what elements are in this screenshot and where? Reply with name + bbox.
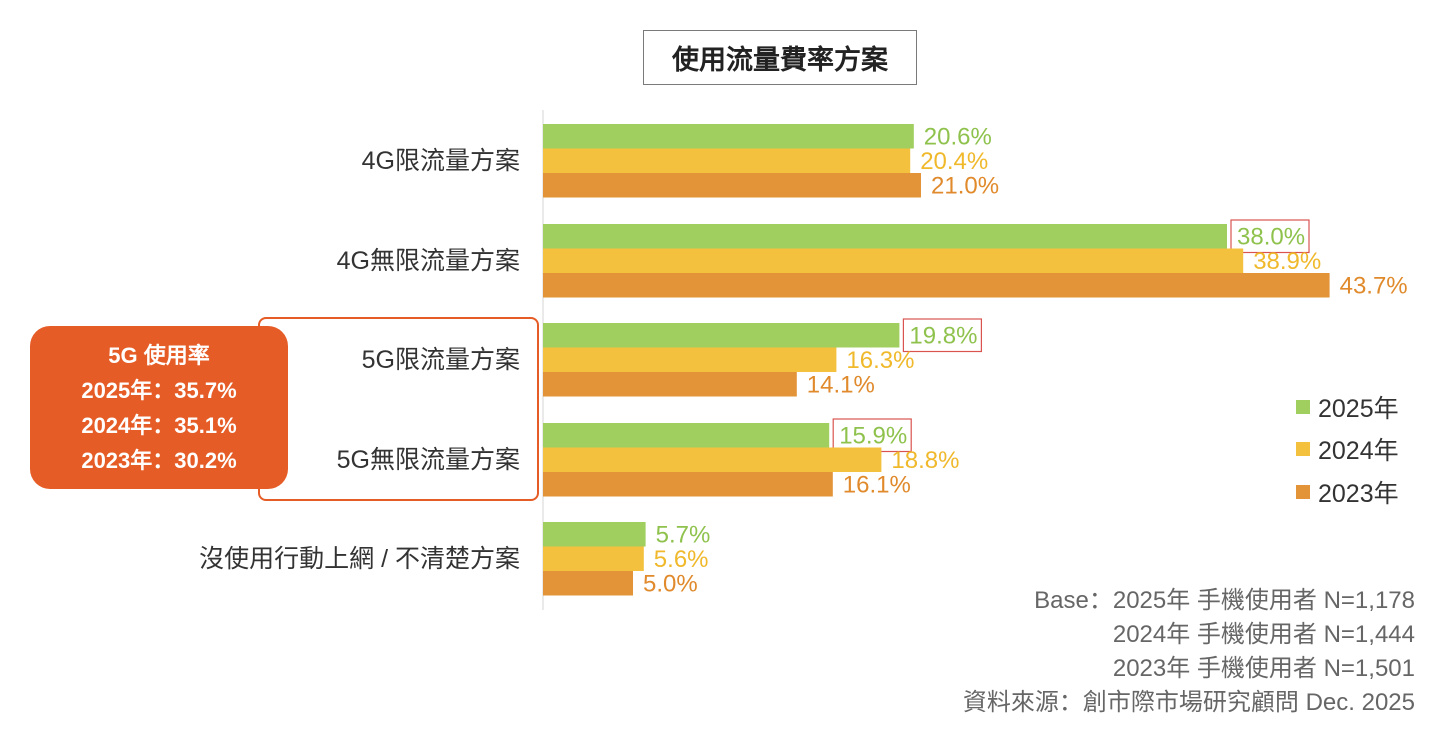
base-note-line: Base：2025年 手機使用者 N=1,178 [1034,587,1415,614]
bar-2024年 [543,148,911,173]
legend-label: 2024年 [1318,437,1399,465]
data-label: 21.0% [931,172,999,199]
callout-heading: 5G 使用率 [108,342,210,368]
data-label: 20.4% [920,148,988,175]
category-label: 4G無限流量方案 [337,247,520,275]
base-note-line: 2024年 手機使用者 N=1,444 [1112,621,1415,648]
legend-swatch [1296,400,1310,414]
legend-swatch [1296,485,1310,499]
bar-2024年 [543,546,644,571]
bar-2025年 [543,124,914,149]
data-label: 43.7% [1340,272,1408,299]
data-label: 14.1% [807,371,875,398]
legend-label: 2023年 [1318,480,1399,508]
bar-2023年 [543,273,1330,298]
category-label: 5G限流量方案 [362,346,520,374]
bar-2024年 [543,347,837,372]
callout-line-2025: 2025年：35.7% [81,377,237,403]
bar-2024年 [543,248,1244,273]
bar-2023年 [543,173,921,198]
bar-2025年 [543,323,900,348]
bar-2023年 [543,472,833,497]
data-label: 20.6% [924,123,992,150]
bar-2025年 [543,423,830,448]
callout-line-2023: 2023年：30.2% [81,447,237,473]
base-note-line: 2023年 手機使用者 N=1,501 [1112,655,1415,682]
data-label: 19.8% [909,322,977,349]
5g-group-highlight-frame [258,317,539,501]
bar-2025年 [543,522,646,547]
category-label: 4G限流量方案 [362,147,520,175]
data-label: 18.8% [891,447,959,474]
data-label: 38.9% [1253,248,1321,275]
data-label: 5.0% [643,570,698,597]
chart-title-text: 使用流量費率方案 [672,45,888,75]
data-label: 16.3% [846,347,914,374]
data-label: 16.1% [843,471,911,498]
category-label: 5G無限流量方案 [337,446,520,474]
5g-usage-callout: 5G 使用率 2025年：35.7% 2024年：35.1% 2023年：30.… [30,326,288,489]
legend-label: 2025年 [1318,395,1399,423]
data-label: 15.9% [839,422,907,449]
bar-2023年 [543,571,633,596]
highlight-box [902,318,983,353]
bar-2023年 [543,372,797,397]
data-label: 5.7% [656,521,711,548]
category-label: 沒使用行動上網 / 不清楚方案 [199,545,520,573]
callout-line-2024: 2024年：35.1% [81,412,237,438]
legend-swatch [1296,442,1310,456]
source-line: 資料來源：創市際市場研究顧問 Dec. 2025 [962,689,1415,716]
data-label: 5.6% [654,546,709,573]
base-note: Base：2025年 手機使用者 N=1,178 2024年 手機使用者 N=1… [963,584,1415,720]
chart-title: 使用流量費率方案 [643,30,917,85]
highlight-box [1230,219,1310,254]
data-label: 38.0% [1237,223,1305,250]
bar-2024年 [543,447,882,472]
bar-2025年 [543,224,1227,249]
